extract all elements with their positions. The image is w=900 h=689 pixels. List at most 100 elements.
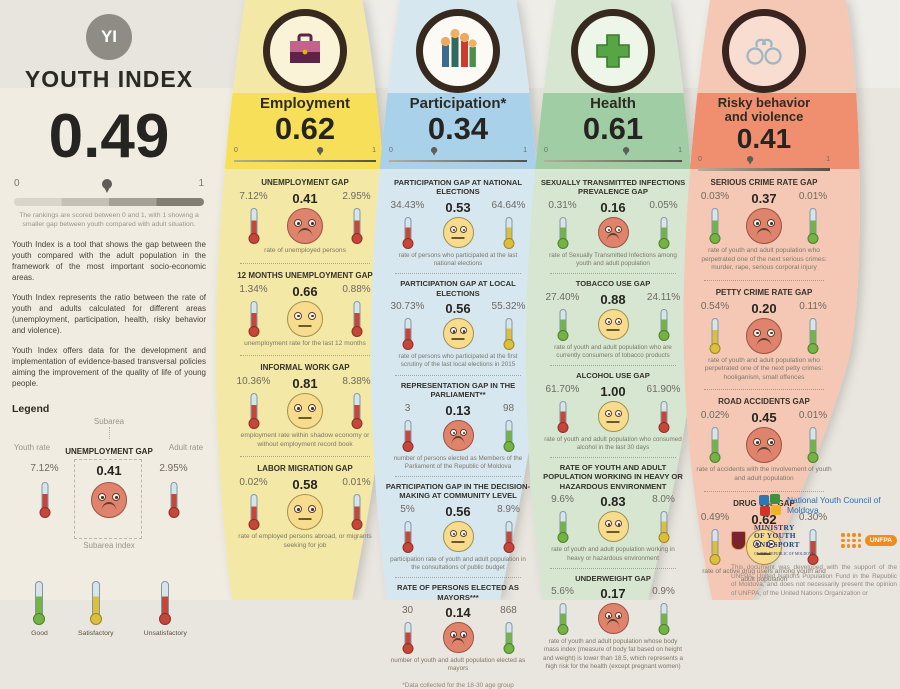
subarea-caption: rate of accidents with the involvement o… xyxy=(696,466,832,482)
unfpa-dots-icon xyxy=(841,533,862,548)
face-icon xyxy=(442,622,474,654)
subarea-index: 0.13 xyxy=(445,402,471,418)
subarea-index: 0.14 xyxy=(445,605,471,621)
subarea-block: PARTICIPATION GAP IN THE DECISION-MAKING… xyxy=(383,476,533,572)
intro-panel: YI YOUTH INDEX 0.49 0 1 The rankings are… xyxy=(10,0,208,637)
scale-marker-icon xyxy=(623,147,630,156)
scale-max-label: 1 xyxy=(678,147,682,155)
thermometer-icon xyxy=(658,216,670,249)
subarea-index: 1.00 xyxy=(600,383,626,399)
thermometer-icon xyxy=(402,318,414,351)
youth-rate: 0.49% xyxy=(700,511,730,523)
subarea-block: TOBACCO USE GAP 27.40% 0.88 24.11% rate of… xyxy=(538,273,688,360)
face-icon xyxy=(597,216,629,248)
subarea-title: UNEMPLOYMENT GAP xyxy=(261,178,349,187)
scale-max-label: 1 xyxy=(372,147,376,155)
subarea-caption: rate of youth and adult population whose… xyxy=(542,638,683,670)
subarea-block: UNDERWEIGHT GAP 5.6% 0.17 0.9% rate of you… xyxy=(538,568,688,671)
level-label: Good xyxy=(31,630,48,638)
subarea-caption: rate of persons who participated at the … xyxy=(398,251,518,268)
youth-rate: 7.12% xyxy=(239,191,268,202)
scale-max-label: 1 xyxy=(523,147,527,155)
thermometer-icon xyxy=(168,482,180,519)
youth-rate: 10.36% xyxy=(236,376,271,388)
subarea-caption: number of persons elected as Members of … xyxy=(393,454,523,470)
briefcase-icon xyxy=(263,9,347,93)
thermometer-icon xyxy=(709,208,721,244)
unfpa-logo: UNFPA xyxy=(841,533,897,548)
thermometer-icon xyxy=(557,308,569,341)
legend-title: Legend xyxy=(12,403,50,416)
youth-rate: 5% xyxy=(400,503,415,515)
subarea-index: 0.17 xyxy=(600,586,626,602)
adult-rate: 0.30% xyxy=(798,511,828,523)
subarea-index: 0.62 xyxy=(751,511,777,527)
adult-rate: 0.01% xyxy=(342,477,371,489)
subarea-index: 0.83 xyxy=(600,494,626,510)
adult-rate: 55.32% xyxy=(491,301,526,313)
thermometer-icon xyxy=(503,520,515,553)
subarea-block: ROAD ACCIDENTS GAP 0.02% 0.45 0.01% rate o… xyxy=(692,389,836,483)
adult-rate: 0.9% xyxy=(652,586,675,598)
scale-track xyxy=(14,198,204,207)
face-icon xyxy=(746,427,782,464)
thermometer-icon xyxy=(248,393,260,430)
subarea-index: 0.56 xyxy=(445,503,471,519)
scale-min-label: 0 xyxy=(544,147,548,155)
thermometer-icon xyxy=(557,511,569,544)
subarea-title: UNDERWEIGHT GAP xyxy=(575,573,651,583)
youth-rate: 0.03% xyxy=(700,191,730,202)
subarea-block: INFORMAL WORK GAP 10.36% 0.81 8.38% employ… xyxy=(228,355,382,449)
intro-paragraph: Youth Index is a tool that shows the gap… xyxy=(12,239,206,282)
thermometer-icon xyxy=(709,528,721,565)
adult-rate: 24.11% xyxy=(646,291,681,303)
level-label: Satisfactory xyxy=(78,630,114,638)
moldova-coat-of-arms-icon xyxy=(731,531,746,551)
column-title: Risky behavior and violence xyxy=(717,95,811,124)
subarea-index: 0.20 xyxy=(751,300,777,316)
adult-rate: 0.01% xyxy=(798,410,828,422)
overall-index-scale: 0 1 xyxy=(14,178,204,208)
subarea-title: REPRESENTATION GAP IN THE PARLIAMENT** xyxy=(400,380,516,400)
thermometer-icon xyxy=(39,482,51,519)
subarea-index: 0.45 xyxy=(751,410,777,426)
subarea-title: LABOR MIGRATION GAP xyxy=(257,464,353,474)
subarea-caption: rate of Sexually Transmitted Infections … xyxy=(549,251,677,268)
thermometer-icon xyxy=(248,300,260,337)
scale-min-label: 0 xyxy=(389,147,393,155)
column-score: 0.34 xyxy=(427,110,489,146)
adult-rate: 64.64% xyxy=(491,199,526,211)
youth-rate: 5.6% xyxy=(551,586,574,598)
scale-min-label: 0 xyxy=(234,147,238,155)
subarea-block: SERIOUS CRIME RATE GAP 0.03% 0.37 0.01% ra… xyxy=(692,178,836,273)
youth-rate: 0.02% xyxy=(239,477,268,489)
thermometer-icon xyxy=(557,400,569,433)
thermometer-icon xyxy=(351,494,363,531)
subarea-title: INFORMAL WORK GAP xyxy=(260,363,350,373)
legend-levels: Good Satisfactory Unsatisfactory xyxy=(16,581,202,637)
youth-rate: 61.70% xyxy=(545,383,580,395)
subarea-caption: number of youth and adult population ele… xyxy=(390,657,526,673)
face-icon xyxy=(746,317,782,354)
face-icon xyxy=(287,494,323,531)
youth-rate: 9.6% xyxy=(551,494,574,506)
adult-rate: 61.90% xyxy=(646,383,681,395)
subarea-index: 0.66 xyxy=(292,283,318,299)
subarea-caption: rate of active drug users among youth an… xyxy=(702,567,826,584)
subarea-index: 0.16 xyxy=(600,199,626,215)
subarea-index: 0.37 xyxy=(751,191,777,206)
thermometer-icon xyxy=(503,419,515,452)
face-icon xyxy=(597,400,629,432)
legend-youth-value: 7.12% xyxy=(30,463,59,475)
footer-logos: National Youth Council of Moldova MINIST… xyxy=(731,494,897,598)
adult-rate: 868 xyxy=(500,605,517,617)
thermometer-icon xyxy=(351,300,363,337)
subarea-index: 0.88 xyxy=(600,291,626,307)
thermometer-icon xyxy=(402,419,414,452)
legend-adult-rate-label: Adult rate xyxy=(168,443,204,453)
thermometer-icon xyxy=(351,208,363,244)
subarea-title: SEXUALLY TRANSMITTED INFECTIONS PREVALEN… xyxy=(540,178,686,197)
legend-youth-rate-label: Youth rate xyxy=(13,443,51,453)
subarea-block: REPRESENTATION GAP IN THE PARLIAMENT** 3… xyxy=(383,375,533,471)
